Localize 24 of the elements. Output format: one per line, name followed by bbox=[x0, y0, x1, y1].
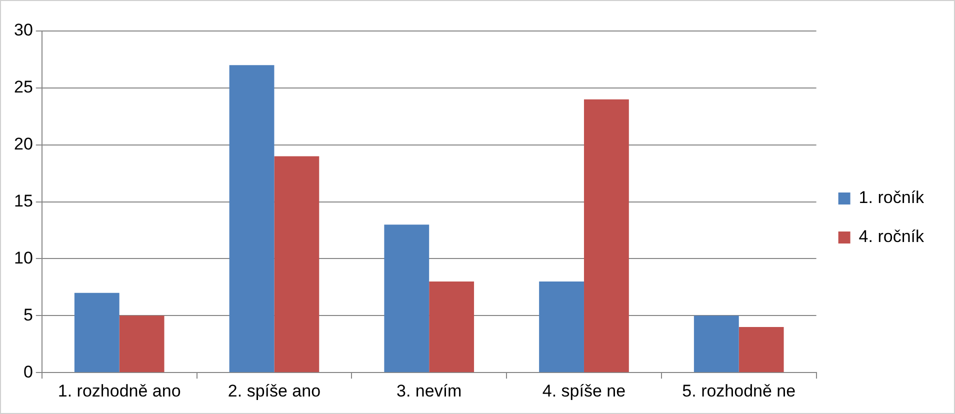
y-tick-label: 30 bbox=[14, 20, 33, 40]
legend-label: 4. ročník bbox=[858, 227, 924, 246]
y-tick-label: 10 bbox=[14, 248, 33, 268]
y-tick-label: 25 bbox=[14, 78, 33, 97]
bar bbox=[74, 292, 120, 372]
x-tick-label: 1. rozhodně ano bbox=[58, 381, 181, 400]
y-tick-label: 15 bbox=[14, 191, 33, 210]
bar bbox=[274, 156, 320, 372]
bar bbox=[384, 224, 430, 372]
bar bbox=[119, 316, 164, 372]
bar bbox=[429, 282, 474, 372]
bar bbox=[229, 65, 274, 372]
bar bbox=[738, 327, 784, 372]
y-tick-label: 20 bbox=[14, 134, 33, 154]
bar bbox=[694, 316, 739, 372]
bar bbox=[539, 282, 584, 372]
bar bbox=[584, 99, 629, 372]
x-tick-label: 2. spíše ano bbox=[228, 381, 321, 400]
x-tick-label: 3. nevím bbox=[396, 381, 462, 400]
y-tick-label: 5 bbox=[23, 305, 33, 324]
x-tick-label: 5. rozhodně ne bbox=[682, 381, 796, 400]
y-tick-label: 0 bbox=[23, 362, 33, 382]
legend-label: 1. ročník bbox=[858, 188, 924, 208]
x-tick-label: 4. spíše ne bbox=[542, 381, 626, 400]
